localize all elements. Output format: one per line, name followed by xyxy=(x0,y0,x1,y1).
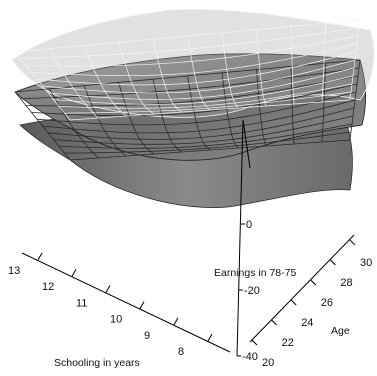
wire-line xyxy=(31,83,358,117)
x-tick-mark xyxy=(37,252,43,261)
y-tick-label: 22 xyxy=(282,337,294,349)
x-tick-mark xyxy=(139,301,145,309)
x-tick-mark xyxy=(207,333,213,342)
wire-line xyxy=(36,91,357,126)
x-tick-label: 10 xyxy=(110,314,122,326)
z-axis-top xyxy=(242,119,251,169)
wire-line xyxy=(64,131,352,154)
wire-line xyxy=(14,19,361,53)
wire-line xyxy=(64,91,352,114)
surface-wireframe xyxy=(14,19,361,161)
x-tick-mark xyxy=(173,317,179,326)
x-axis-label: Schooling in years xyxy=(54,357,140,369)
y-tick-mark xyxy=(290,299,297,306)
z-tick-label: -40 xyxy=(242,351,258,363)
y-tick-label: 26 xyxy=(321,297,333,309)
wire-line xyxy=(25,75,359,107)
y-axis-line xyxy=(249,234,355,343)
x-tick-label: 11 xyxy=(76,297,87,309)
y-tick-label: 24 xyxy=(301,317,313,329)
x-tick-mark xyxy=(71,268,77,277)
y-tick-mark xyxy=(330,259,336,266)
wire-line xyxy=(69,139,351,161)
x-axis-line xyxy=(21,252,231,353)
x-tick-label: 9 xyxy=(144,330,150,342)
z-tick-label: -20 xyxy=(244,285,260,297)
x-tick-label: 8 xyxy=(178,346,184,358)
wire-line xyxy=(58,123,353,149)
y-tick-mark xyxy=(251,339,258,346)
wire-line xyxy=(25,35,359,67)
x-tick-mark xyxy=(105,285,111,293)
y-tick-mark xyxy=(271,319,277,326)
y-tick-mark xyxy=(349,239,356,246)
wire-line xyxy=(42,99,356,134)
wire-line xyxy=(20,67,360,100)
wire-line xyxy=(31,43,358,77)
x-tick-label: 13 xyxy=(8,265,20,277)
z-axis-ticks: -40 -20 0 xyxy=(237,219,260,363)
y-tick-label: 28 xyxy=(340,277,352,289)
z-axis-label: Earnings in 78-75 xyxy=(214,267,296,279)
y-axis-label: Age xyxy=(331,325,350,337)
wire-line xyxy=(20,27,360,60)
wire-line xyxy=(36,51,357,86)
y-tick-label: 30 xyxy=(360,257,372,269)
x-tick-label: 12 xyxy=(42,281,54,293)
z-tick-label: 0 xyxy=(246,219,252,231)
wire-line xyxy=(47,107,355,140)
y-tick-label: 20 xyxy=(262,357,274,369)
wire-line xyxy=(53,115,354,145)
wire-line xyxy=(58,83,353,109)
y-axis-ticks: 20 22 24 26 28 30 xyxy=(251,239,372,369)
wire-line xyxy=(42,59,356,94)
wire-line xyxy=(53,75,354,105)
wire-line xyxy=(69,99,351,121)
y-tick-mark xyxy=(310,279,317,286)
x-axis-ticks: 8 9 10 11 12 13 xyxy=(8,252,213,358)
z-axis-line xyxy=(236,119,244,357)
wire-line xyxy=(47,67,355,100)
